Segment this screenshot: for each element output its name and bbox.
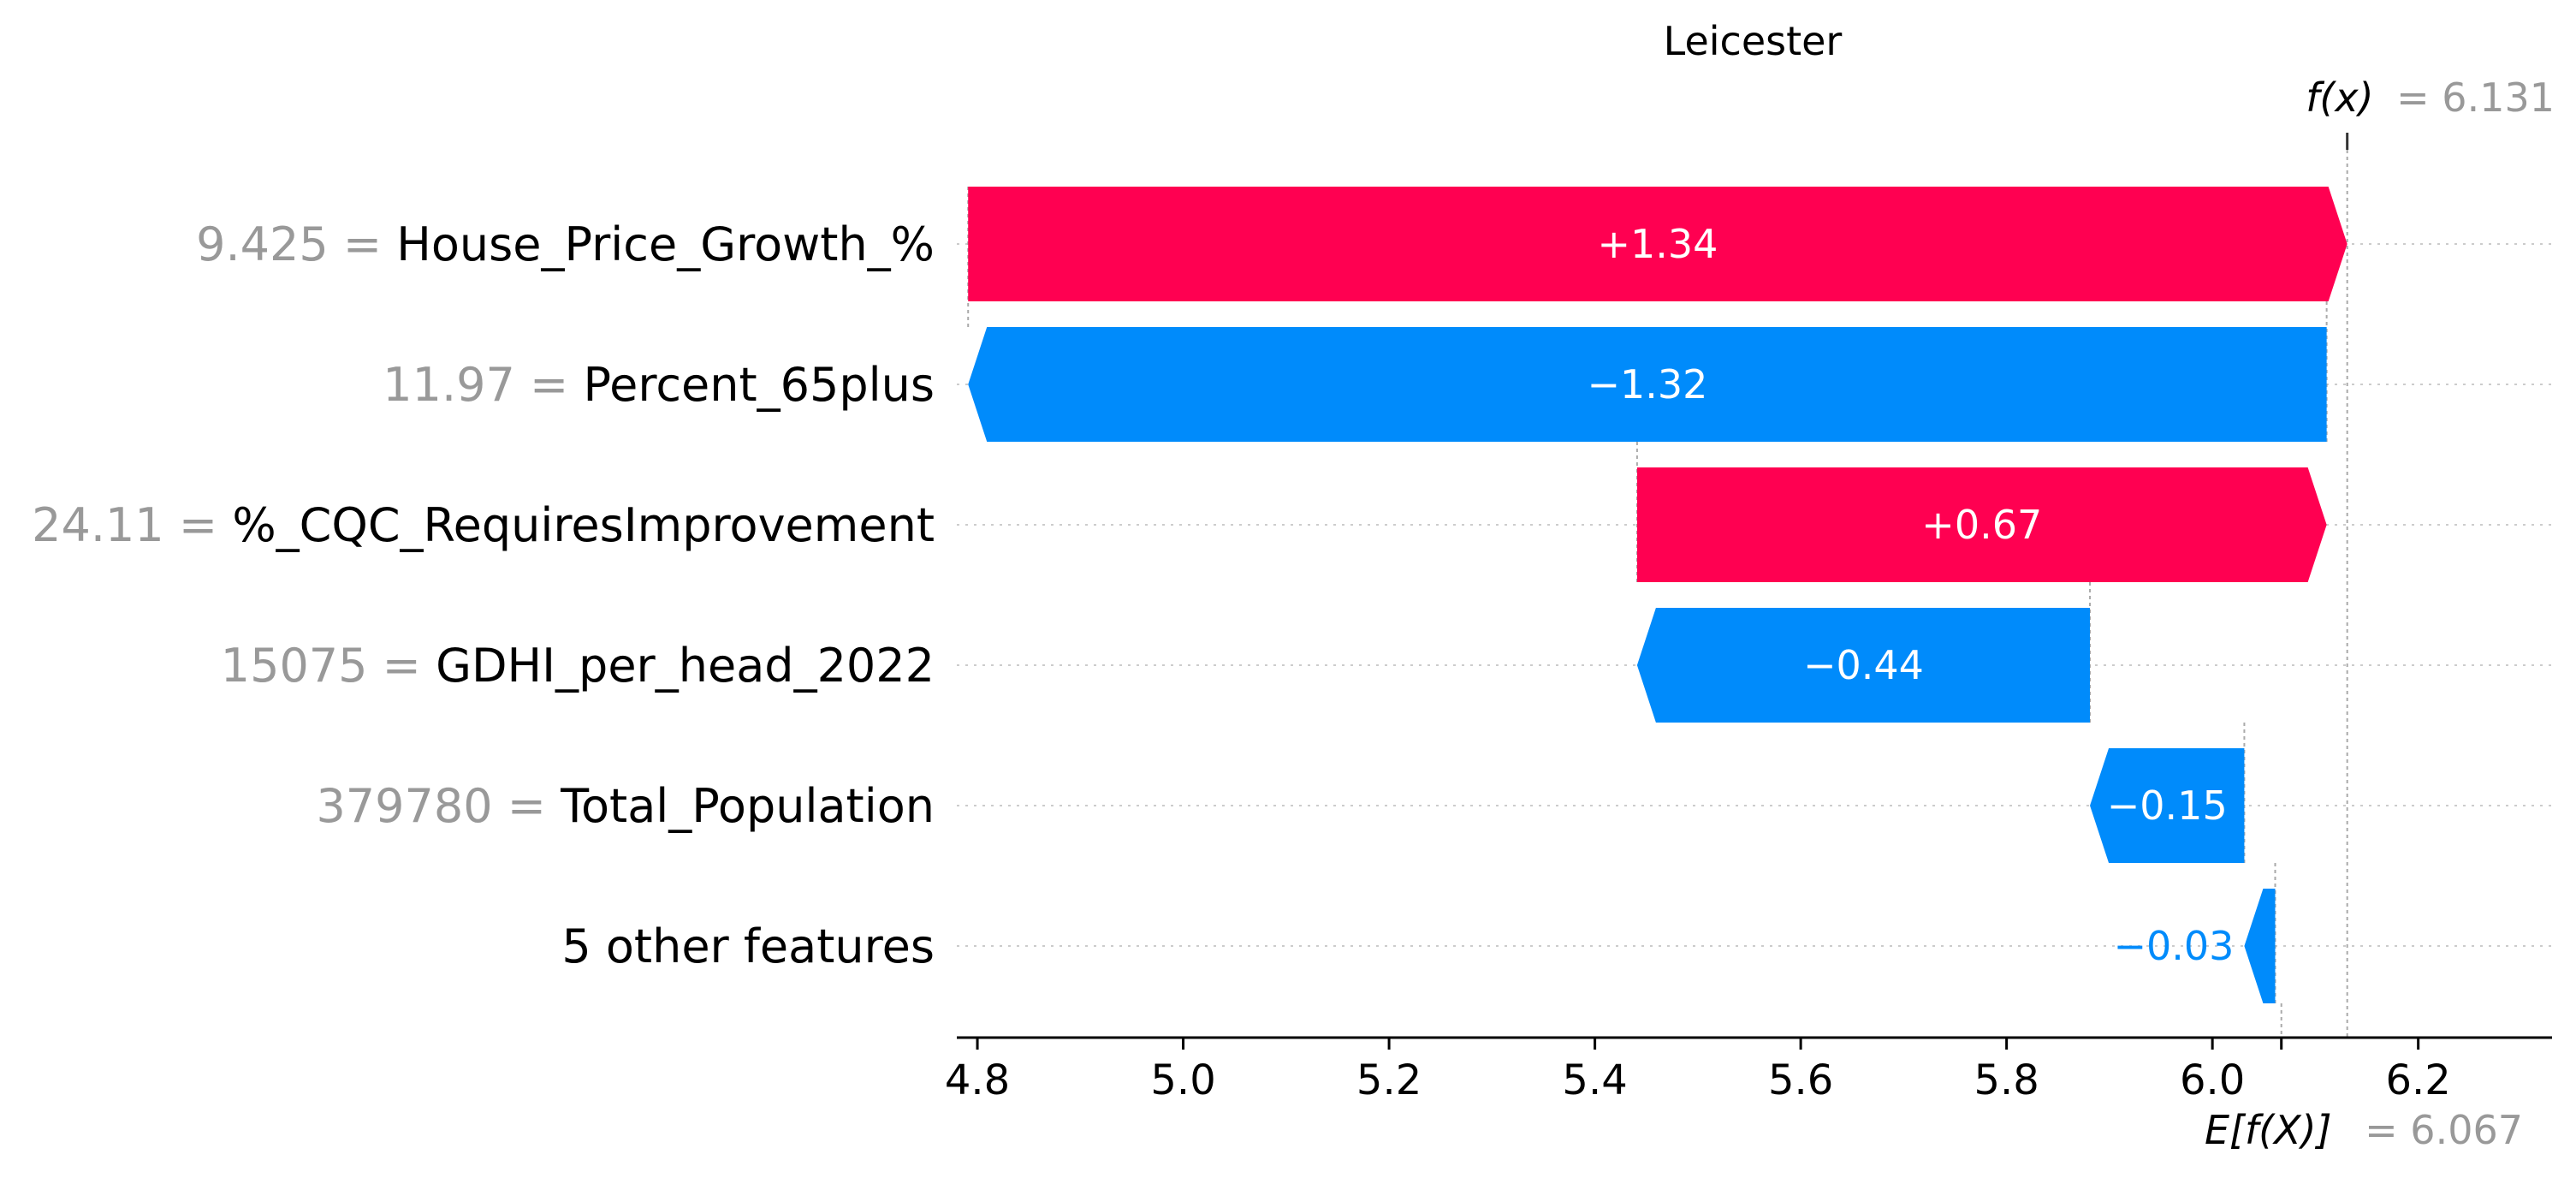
base-value-annotation: E[f(X)] = 6.067 (2205, 1107, 2523, 1153)
bar-negative (1636, 608, 2091, 723)
feature-name: Total_Population (560, 779, 935, 833)
feature-label: 15075 = GDHI_per_head_2022 (221, 639, 935, 693)
feature-label: 9.425 = House_Price_Growth_% (196, 217, 935, 271)
base-value-label: E[f(X)] (2205, 1107, 2332, 1153)
feature-value: 15075 = (221, 639, 436, 693)
output-value-annotation: f(x) = 6.131 (2306, 74, 2555, 121)
bar-negative (968, 327, 2327, 442)
feature-name: 5 other features (561, 919, 935, 973)
base-value-text: = 6.067 (2365, 1107, 2523, 1153)
x-axis: 4.8 5.0 5.2 5.4 5.6 5.8 6.0 6.2 (945, 1036, 2552, 1104)
x-tick-label: 6.2 (2385, 1056, 2450, 1104)
chart-title: Leicester (1664, 18, 1843, 64)
feature-name: Percent_65plus (583, 358, 935, 412)
x-tick-label: 5.6 (1768, 1056, 1833, 1104)
bar-layer (968, 187, 2347, 1003)
feature-value: 379780 = (316, 779, 561, 833)
contribution-label: −0.15 (2107, 782, 2228, 829)
contribution-label: +0.67 (1921, 502, 2042, 548)
contribution-label: −0.03 (2113, 923, 2234, 969)
feature-name: House_Price_Growth_% (396, 217, 935, 271)
x-tick-label: 5.2 (1356, 1056, 1422, 1104)
x-tick-label: 6.0 (2180, 1056, 2245, 1104)
contribution-label: −1.32 (1587, 361, 1707, 408)
output-value-text: = 6.131 (2396, 74, 2555, 121)
feature-label: 24.11 = %_CQC_RequiresImprovement (32, 498, 935, 552)
feature-name: %_CQC_RequiresImprovement (232, 498, 935, 552)
feature-label: 11.97 = Percent_65plus (383, 358, 935, 412)
feature-value: 11.97 = (383, 358, 583, 412)
bar-negative (2090, 748, 2245, 863)
bar-positive (1636, 467, 2327, 582)
bar-positive (968, 187, 2347, 301)
feature-value: 9.425 = (196, 217, 396, 271)
bar-negative (2244, 889, 2276, 1003)
x-tick-label: 5.4 (1562, 1056, 1627, 1104)
feature-value: 24.11 = (32, 498, 232, 552)
feature-name: GDHI_per_head_2022 (436, 639, 935, 693)
label-layer: +1.34 9.425 = House_Price_Growth_% −1.32 11… (32, 217, 2234, 973)
contribution-label: −0.44 (1803, 642, 1924, 688)
feature-label: 5 other features (561, 919, 935, 973)
contribution-label: +1.34 (1597, 221, 1718, 267)
x-tick-label: 4.8 (945, 1056, 1010, 1104)
x-tick-label: 5.0 (1150, 1056, 1215, 1104)
feature-label: 379780 = Total_Population (316, 779, 935, 833)
x-tick-label: 5.8 (1974, 1056, 2039, 1104)
output-value-label: f(x) (2306, 74, 2373, 121)
